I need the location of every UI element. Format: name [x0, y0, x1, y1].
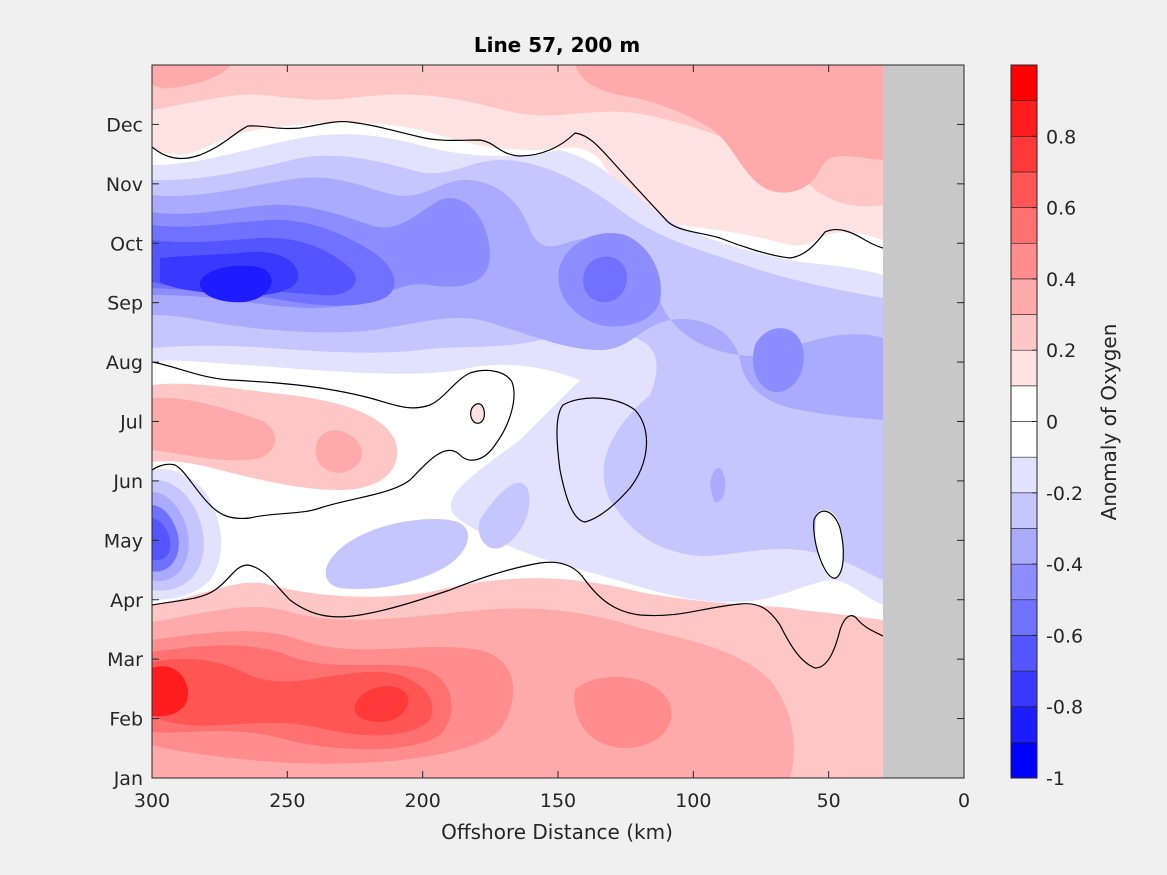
- colorbar-tick-label: -0.6: [1046, 625, 1083, 647]
- colorbar-tick-label: -0.2: [1046, 483, 1083, 505]
- colorbar-swatch: [1010, 100, 1038, 137]
- negative-anomaly-band-sep-11: [199, 265, 272, 303]
- plot-area: 300 250 200 150 100 50 0 Jan Feb Mar Apr May Jun Jul…: [104, 64, 970, 812]
- x-tick-label: 250: [269, 790, 305, 812]
- positive-anomaly-band-jul-3: [315, 430, 362, 473]
- colorbar-swatch: [1010, 492, 1038, 529]
- colorbar-swatch: [1010, 136, 1038, 173]
- y-tick-label: Oct: [110, 233, 143, 255]
- colorbar-tick-label: 0.2: [1046, 340, 1076, 362]
- colorbar-tick-label: -0.4: [1046, 554, 1083, 576]
- y-axis-ticks: Jan Feb Mar Apr May Jun Jul Aug Sep Oct Nov Dec: [104, 114, 964, 790]
- y-tick-label: Jul: [119, 412, 143, 434]
- colorbar-tick-label: -0.8: [1046, 697, 1083, 719]
- x-axis-label: Offshore Distance (km): [441, 820, 673, 844]
- y-tick-label: Mar: [107, 649, 143, 671]
- positive-anomaly-band-feb-mar-4: [574, 676, 672, 749]
- y-tick-label: Jun: [112, 471, 143, 493]
- colorbar-swatch: [1010, 64, 1038, 101]
- y-tick-label: Sep: [107, 293, 143, 315]
- y-tick-label: Dec: [106, 114, 143, 136]
- zero-contour-lines: [152, 120, 883, 669]
- colorbar-swatch: [1010, 385, 1038, 422]
- colorbar-swatch: [1010, 171, 1038, 208]
- colorbar-swatch: [1010, 314, 1038, 351]
- colorbar-swatch: [1010, 421, 1038, 458]
- x-tick-label: 0: [958, 790, 970, 812]
- y-tick-label: Aug: [106, 352, 143, 374]
- colorbar-swatch: [1010, 528, 1038, 565]
- zero-contour-jul-small: [470, 403, 485, 424]
- y-tick-label: Jan: [113, 768, 143, 790]
- zero-contour-dec: [152, 120, 883, 259]
- colorbar-tick-label: 0.6: [1046, 198, 1076, 220]
- negative-anomaly-band-may-5: [152, 518, 171, 560]
- colorbar: 0.8 0.6 0.4 0.2 0 -0.2 -0.4 -0.6 -0.8 -1 Anomaly …: [1010, 64, 1121, 790]
- y-tick-label: Nov: [106, 174, 143, 196]
- colorbar-ticks: 0.8 0.6 0.4 0.2 0 -0.2 -0.4 -0.6 -0.8 -1: [1032, 126, 1083, 790]
- negative-anomaly-band-sep-6: [752, 328, 804, 393]
- positive-anomaly-band-dec-4: [152, 65, 230, 89]
- zero-contour-jul-loop: [556, 397, 647, 523]
- positive-anomaly-band-jul-2: [152, 397, 275, 461]
- negative-anomaly-band-sep-8: [583, 256, 628, 303]
- y-tick-label: Apr: [110, 590, 143, 612]
- negative-anomaly-band-may-6: [478, 482, 530, 549]
- positive-anomaly-band-jul-5: [471, 404, 485, 425]
- x-axis-ticks: 300 250 200 150 100 50 0: [134, 65, 970, 812]
- contour-fill: [152, 65, 883, 778]
- zero-anomaly-region-may: [815, 509, 844, 579]
- colorbar-tick-label: 0.8: [1046, 126, 1076, 148]
- colorbar-tick-label: -1: [1046, 768, 1065, 790]
- x-tick-label: 100: [675, 790, 711, 812]
- colorbar-swatch: [1010, 635, 1038, 672]
- colorbar-swatch: [1010, 278, 1038, 315]
- colorbar-swatch: [1010, 349, 1038, 387]
- no-data-region: [883, 65, 964, 778]
- y-tick-label: May: [104, 530, 143, 552]
- colorbar-swatch: [1010, 742, 1038, 779]
- colorbar-swatch: [1010, 670, 1038, 707]
- x-tick-label: 150: [540, 790, 576, 812]
- positive-anomaly-band-dec-3: [575, 65, 883, 193]
- y-tick-label: Feb: [109, 709, 143, 731]
- chart-title: Line 57, 200 m: [474, 33, 640, 57]
- colorbar-label: Anomaly of Oxygen: [1097, 324, 1121, 521]
- x-tick-label: 50: [817, 790, 841, 812]
- colorbar-tick-label: 0.4: [1046, 269, 1076, 291]
- x-tick-label: 300: [134, 790, 170, 812]
- colorbar-swatch: [1010, 706, 1038, 743]
- positive-anomaly-band-feb-mar-7: [354, 686, 409, 722]
- colorbar-swatch: [1010, 207, 1038, 244]
- colorbar-swatch: [1010, 599, 1038, 636]
- zero-contour-aug: [152, 361, 515, 520]
- positive-anomaly-band-feb-mar-8: [152, 666, 189, 717]
- colorbar-tick-label: 0: [1046, 412, 1058, 434]
- colorbar-swatch: [1010, 242, 1038, 280]
- negative-anomaly-band-apr: [325, 519, 469, 590]
- colorbar-swatch: [1010, 563, 1038, 601]
- zero-contour-may-loop: [813, 510, 844, 579]
- x-tick-label: 200: [405, 790, 441, 812]
- zero-contour-apr: [152, 561, 883, 669]
- colorbar-swatch: [1010, 456, 1038, 494]
- negative-anomaly-band-jun: [710, 467, 726, 503]
